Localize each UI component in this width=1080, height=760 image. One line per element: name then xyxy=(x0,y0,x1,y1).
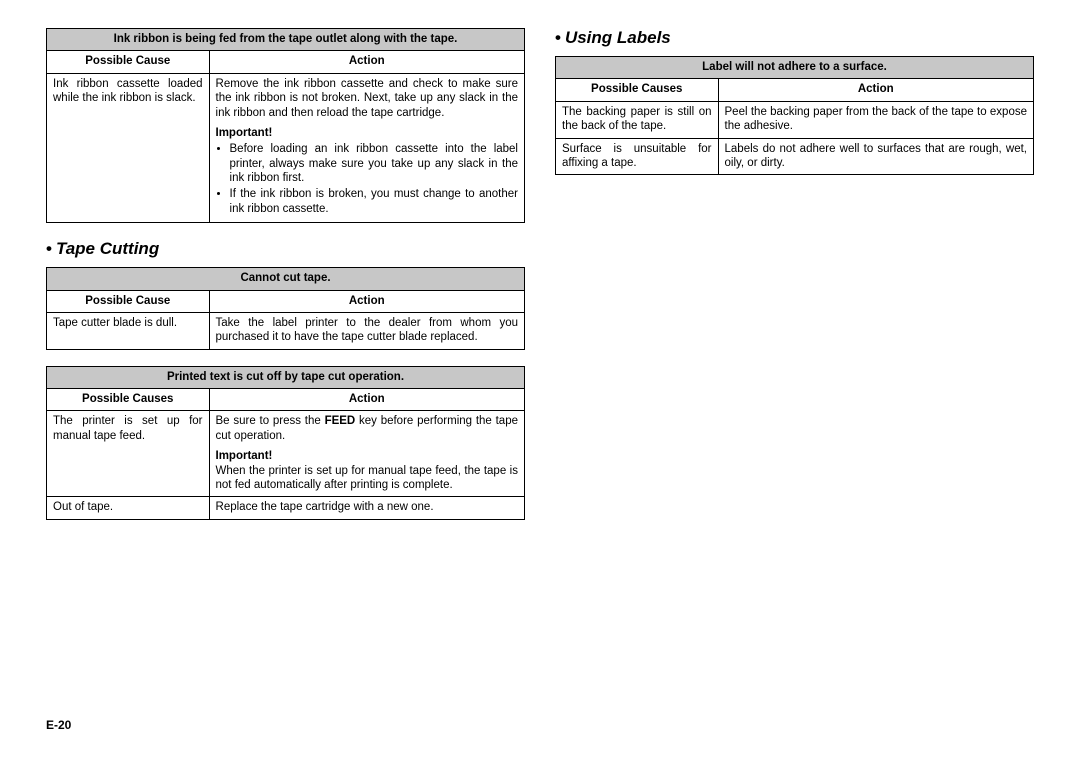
table-ink-ribbon: Ink ribbon is being fed from the tape ou… xyxy=(46,28,525,223)
cell-cause: The backing paper is still on the back o… xyxy=(556,101,719,138)
cell-action: Peel the backing paper from the back of … xyxy=(718,101,1033,138)
table-label-adhere: Label will not adhere to a surface. Poss… xyxy=(555,56,1034,175)
cell-cause: Out of tape. xyxy=(47,497,210,519)
important-label: Important! xyxy=(216,126,518,140)
table-title: Label will not adhere to a surface. xyxy=(556,57,1034,79)
table-text-cutoff: Printed text is cut off by tape cut oper… xyxy=(46,366,525,520)
section-heading-tape-cutting: •Tape Cutting xyxy=(46,239,525,259)
action-pre: Be sure to press the xyxy=(216,415,325,427)
table-title: Cannot cut tape. xyxy=(47,268,525,290)
table-row: The backing paper is still on the back o… xyxy=(556,101,1034,138)
table-row: Possible Causes Action xyxy=(556,79,1034,101)
cell-action: Labels do not adhere well to surfaces th… xyxy=(718,138,1033,175)
bullet-icon: • xyxy=(555,28,561,47)
important-text: When the printer is set up for manual ta… xyxy=(216,464,518,493)
heading-text: Tape Cutting xyxy=(56,239,159,258)
action-text: Be sure to press the FEED key before per… xyxy=(216,414,518,443)
table-row: Ink ribbon cassette loaded while the ink… xyxy=(47,73,525,222)
table-title: Printed text is cut off by tape cut oper… xyxy=(47,366,525,388)
list-item: Before loading an ink ribbon cassette in… xyxy=(230,142,518,185)
table-row: Possible Causes Action xyxy=(47,389,525,411)
col-header-cause: Possible Causes xyxy=(47,389,210,411)
important-label: Important! xyxy=(216,449,518,463)
cell-action: Be sure to press the FEED key before per… xyxy=(209,411,524,497)
cell-action: Remove the ink ribbon cassette and check… xyxy=(209,73,524,222)
table-row: Printed text is cut off by tape cut oper… xyxy=(47,366,525,388)
col-header-cause: Possible Causes xyxy=(556,79,719,101)
col-header-action: Action xyxy=(209,389,524,411)
table-row: Tape cutter blade is dull. Take the labe… xyxy=(47,312,525,349)
table-row: Ink ribbon is being fed from the tape ou… xyxy=(47,29,525,51)
table-row: Possible Cause Action xyxy=(47,290,525,312)
heading-text: Using Labels xyxy=(565,28,671,47)
important-block: Important! When the printer is set up fo… xyxy=(216,449,518,492)
col-header-cause: Possible Cause xyxy=(47,290,210,312)
bullet-icon: • xyxy=(46,239,52,258)
cell-action: Replace the tape cartridge with a new on… xyxy=(209,497,524,519)
cell-cause: The printer is set up for manual tape fe… xyxy=(47,411,210,497)
table-cannot-cut: Cannot cut tape. Possible Cause Action T… xyxy=(46,267,525,350)
list-item: If the ink ribbon is broken, you must ch… xyxy=(230,187,518,216)
cell-cause: Tape cutter blade is dull. xyxy=(47,312,210,349)
col-header-cause: Possible Cause xyxy=(47,51,210,73)
table-row: Label will not adhere to a surface. xyxy=(556,57,1034,79)
left-column: Ink ribbon is being fed from the tape ou… xyxy=(46,28,525,536)
col-header-action: Action xyxy=(209,51,524,73)
page-content: Ink ribbon is being fed from the tape ou… xyxy=(0,0,1080,536)
col-header-action: Action xyxy=(209,290,524,312)
right-column: •Using Labels Label will not adhere to a… xyxy=(555,28,1034,536)
table-row: The printer is set up for manual tape fe… xyxy=(47,411,525,497)
table-row: Cannot cut tape. xyxy=(47,268,525,290)
table-row: Surface is unsuitable for affixing a tap… xyxy=(556,138,1034,175)
important-block: Important! Before loading an ink ribbon … xyxy=(216,126,518,216)
feed-key-label: FEED xyxy=(325,415,356,427)
page-number: E-20 xyxy=(46,718,71,732)
action-text: Remove the ink ribbon cassette and check… xyxy=(216,77,518,120)
cell-cause: Surface is unsuitable for affixing a tap… xyxy=(556,138,719,175)
cell-cause: Ink ribbon cassette loaded while the ink… xyxy=(47,73,210,222)
col-header-action: Action xyxy=(718,79,1033,101)
cell-action: Take the label printer to the dealer fro… xyxy=(209,312,524,349)
table-row: Possible Cause Action xyxy=(47,51,525,73)
section-heading-using-labels: •Using Labels xyxy=(555,28,1034,48)
table-row: Out of tape. Replace the tape cartridge … xyxy=(47,497,525,519)
table-title: Ink ribbon is being fed from the tape ou… xyxy=(47,29,525,51)
important-list: Before loading an ink ribbon cassette in… xyxy=(216,142,518,216)
